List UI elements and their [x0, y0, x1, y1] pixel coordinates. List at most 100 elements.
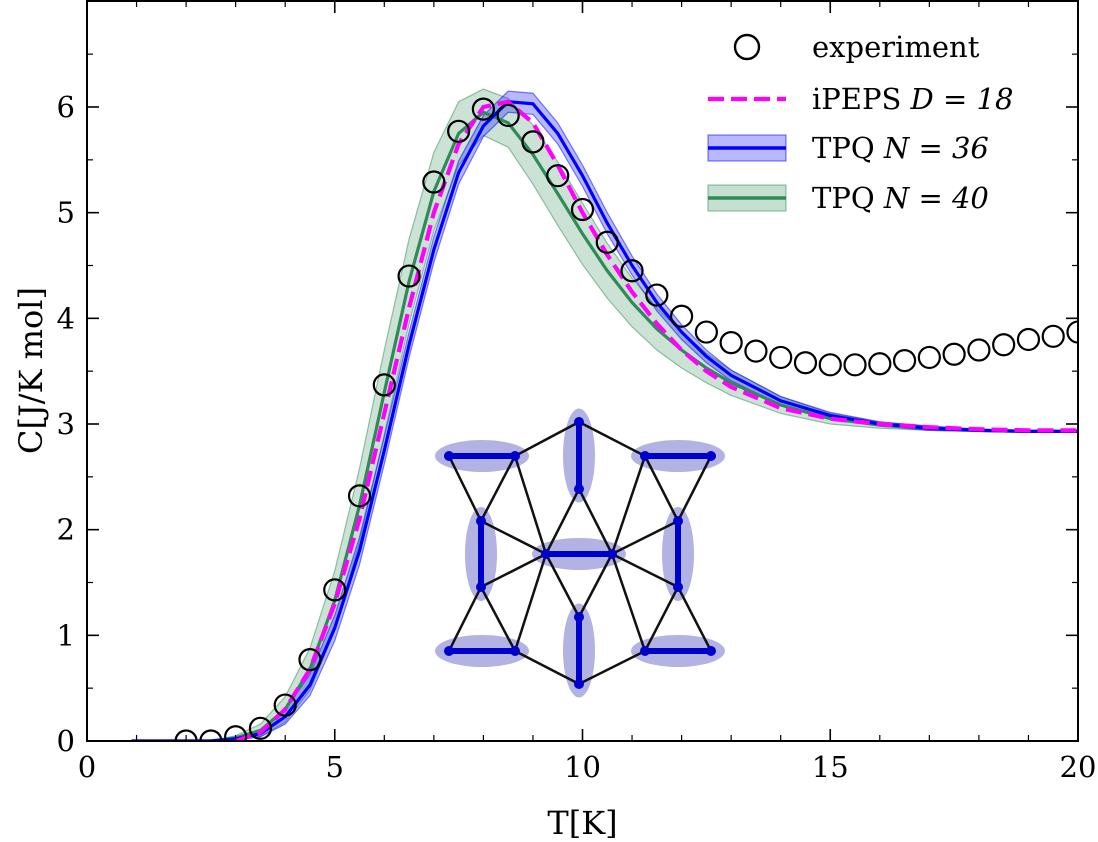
lattice-site — [673, 516, 683, 526]
experiment-point — [669, 304, 694, 328]
axes: 0 5 10 15 20 0 1 2 3 4 5 6 T[K] C[J/K mol] — [12, 0, 1096, 842]
experiment-point — [347, 484, 372, 508]
lattice-site — [673, 582, 683, 592]
experiment-point — [496, 103, 520, 128]
experiment-point — [645, 283, 669, 307]
lattice-bond — [514, 649, 580, 686]
legend-label: TPQ N = 36 — [812, 131, 989, 165]
legend-label: iPEPS D = 18 — [812, 82, 1013, 116]
lattice-bond — [447, 586, 483, 652]
experiment-point — [769, 345, 793, 370]
lattice-bond — [610, 553, 647, 652]
experiment-point — [199, 729, 223, 741]
lattice-site — [574, 612, 584, 622]
lattice-bond — [514, 420, 580, 458]
lattice-site — [574, 417, 584, 427]
experiment-point — [917, 345, 941, 370]
experiment-point — [892, 349, 917, 373]
lattice-site — [706, 451, 716, 461]
lattice-site — [640, 646, 650, 656]
experiment-point — [942, 342, 966, 366]
lattice-bond — [577, 553, 614, 618]
lattice-bond — [577, 488, 614, 555]
experiment-point — [1041, 324, 1065, 348]
series-lines — [131, 99, 1078, 741]
lattice-bond — [480, 552, 547, 589]
experiment-point — [719, 331, 743, 355]
legend-label: TPQ N = 40 — [812, 181, 989, 215]
lattice-bond — [578, 420, 646, 458]
y-tick-label: 2 — [57, 513, 75, 547]
experiment-point — [1016, 327, 1041, 352]
x-tick-label: 0 — [78, 750, 96, 784]
experiment-point — [1066, 320, 1078, 344]
experiment-point — [298, 648, 322, 672]
y-axis-title: C[J/K mol] — [12, 287, 50, 454]
experiment-point — [843, 353, 867, 377]
experiment-point — [224, 725, 248, 741]
lattice-bond — [611, 519, 679, 556]
experiment-point — [570, 197, 595, 222]
lattice-site — [476, 582, 486, 592]
experiment-point — [620, 259, 644, 283]
lattice-bond — [513, 553, 548, 652]
experiment-point — [744, 339, 768, 363]
x-tick-label: 15 — [812, 750, 849, 784]
lattice-bond — [544, 553, 581, 618]
lattice-site — [607, 549, 617, 559]
lattice-site — [510, 451, 520, 461]
experiment-point — [471, 97, 495, 121]
lattice-bond — [643, 586, 680, 652]
legend-marker-experiment — [733, 33, 761, 61]
lattice-bond — [479, 455, 517, 522]
ipeps-line — [234, 99, 1078, 741]
experiment-point — [323, 578, 347, 602]
experiment-point — [992, 333, 1016, 357]
x-tick-label: 10 — [564, 750, 601, 784]
lattice-bond — [578, 649, 646, 686]
legend: experiment iPEPS D = 18 TPQ N = 36 TPQ N = … — [707, 30, 1013, 215]
experiment-point — [248, 716, 273, 740]
lattice-site — [541, 549, 551, 559]
experiment-point — [546, 164, 570, 188]
lattice-bond — [513, 455, 548, 555]
lattice-site — [640, 451, 650, 461]
lattice-bond — [611, 552, 679, 589]
lattice-bond — [544, 488, 581, 555]
experiment-point — [818, 353, 842, 377]
x-tick-label: 5 — [326, 750, 344, 784]
experiment-point — [967, 338, 991, 362]
y-tick-label: 0 — [57, 724, 75, 758]
experiment-point — [521, 130, 545, 154]
lattice-bond — [447, 455, 483, 522]
experiment-point — [422, 170, 446, 194]
experiment-point — [694, 320, 718, 344]
experiment-point — [372, 373, 396, 397]
y-tick-label: 1 — [57, 618, 75, 652]
lattice-bond — [610, 455, 647, 555]
lattice-bond — [676, 586, 713, 652]
y-tick-label: 5 — [57, 196, 75, 230]
lattice-site — [476, 516, 486, 526]
lattice-site — [444, 451, 454, 461]
lattice-bond — [643, 455, 680, 522]
experiment-point — [273, 693, 297, 717]
legend-label: experiment — [812, 30, 980, 64]
lattice-site — [444, 646, 454, 656]
lattice-bond — [479, 586, 517, 652]
y-tick-label: 3 — [57, 407, 75, 441]
tpq-n40-band — [131, 88, 1078, 741]
experiment-point — [174, 729, 198, 741]
x-axis-title: T[K] — [547, 804, 617, 842]
experiment-point — [868, 352, 892, 376]
experiment-point — [447, 119, 471, 143]
lattice-inset — [435, 408, 725, 698]
y-tick-label: 4 — [57, 301, 75, 335]
lattice-site — [706, 646, 716, 656]
lattice-site — [574, 679, 584, 689]
experiment-markers — [174, 97, 1078, 741]
experiment-point — [793, 351, 818, 375]
lattice-bond — [480, 519, 547, 556]
lattice-site — [574, 484, 584, 494]
